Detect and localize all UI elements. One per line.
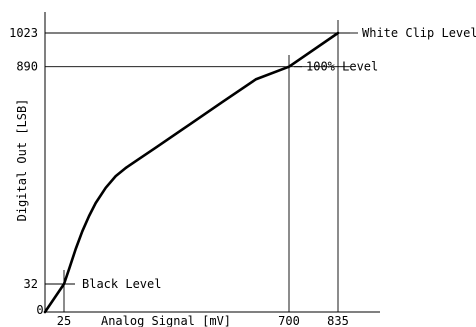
x-tick-label: 835 (327, 314, 349, 327)
x-tick-label: 25 (57, 314, 71, 327)
x-axis-label: Analog Signal [mV] (101, 314, 231, 327)
tick-labels: 32 890 1023 0 25 700 835 (9, 26, 349, 327)
y-tick-label: 32 (24, 277, 38, 291)
x-tick-label: 0 (36, 303, 43, 317)
series-line-0 (43, 31, 340, 314)
axes (44, 12, 380, 313)
annotation-label: Black Level (82, 277, 161, 291)
y-axis-label: Digital Out [LSB] (15, 99, 29, 222)
y-tick-label: 1023 (9, 26, 38, 40)
annotations: White Clip Level 100% Level Black Level (82, 26, 476, 291)
x-tick-label: 700 (278, 314, 300, 327)
reference-lines (45, 20, 350, 312)
annotation-label: 100% Level (306, 60, 378, 74)
annotation-label: White Clip Level (362, 26, 476, 40)
series-layer (43, 31, 340, 314)
y-tick-label: 890 (16, 60, 38, 74)
